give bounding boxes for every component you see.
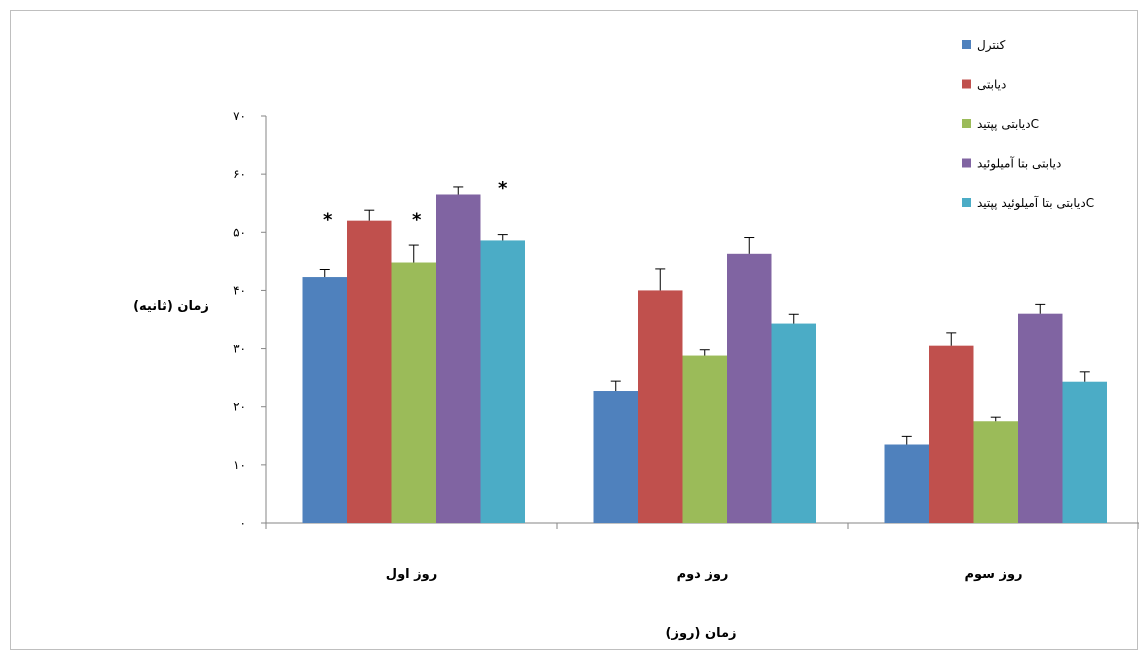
significance-marker: * bbox=[498, 178, 508, 199]
significance-marker: * bbox=[323, 209, 333, 230]
legend-swatch bbox=[962, 79, 971, 89]
bar bbox=[391, 262, 436, 523]
legend-label: کنترل bbox=[977, 38, 1006, 53]
bar bbox=[727, 253, 772, 523]
x-tick-label: روز دوم bbox=[677, 567, 729, 582]
bar bbox=[1062, 381, 1107, 523]
legend-label: دیابتی بتا آمیلوئید پپتیدC bbox=[977, 195, 1094, 211]
chart-frame: * * * ۰ ۱۰ ۲۰ ۳۰ ۴۰ ۵۰ ۶۰ ۷۰ روز اول روز دوم روز سوم… bbox=[10, 10, 1139, 650]
y-tick-label: ۳۰ bbox=[233, 342, 246, 356]
legend-swatch bbox=[962, 40, 971, 49]
bar bbox=[682, 355, 727, 523]
x-axis-title: زمان (روز) bbox=[666, 626, 737, 641]
x-tick-label: روز سوم bbox=[964, 567, 1022, 582]
bar bbox=[436, 194, 481, 523]
x-tick-label: روز اول bbox=[386, 567, 437, 582]
y-tick-label: ۱۰ bbox=[233, 458, 246, 472]
legend-label: دیابتی پپتیدC bbox=[977, 117, 1039, 131]
y-tick-label: ۴۰ bbox=[233, 283, 246, 297]
bar bbox=[638, 290, 683, 523]
y-tick-label: ۲۰ bbox=[233, 400, 246, 414]
y-tick-label: ۵۰ bbox=[233, 225, 246, 239]
bar bbox=[1018, 313, 1063, 523]
bar bbox=[347, 220, 392, 523]
y-tick-label: ۶۰ bbox=[233, 167, 246, 181]
bar bbox=[973, 421, 1018, 523]
legend-label: دیابتی bbox=[977, 78, 1006, 92]
bar-chart: * * * ۰ ۱۰ ۲۰ ۳۰ ۴۰ ۵۰ ۶۰ ۷۰ روز اول روز دوم روز سوم… bbox=[133, 38, 1139, 641]
bar bbox=[884, 444, 929, 523]
bar bbox=[771, 323, 816, 523]
bar bbox=[302, 277, 347, 523]
significance-marker: * bbox=[412, 209, 422, 230]
bar bbox=[480, 240, 525, 523]
y-tick-label: ۷۰ bbox=[233, 109, 246, 123]
bar bbox=[593, 391, 638, 523]
y-axis-title: زمان (ثانیه) bbox=[133, 299, 209, 314]
legend-label: دیابتی بتا آمیلوئید bbox=[977, 156, 1061, 172]
y-tick-label: ۰ bbox=[240, 516, 246, 530]
bar bbox=[929, 345, 974, 523]
legend-swatch bbox=[962, 198, 971, 207]
legend-swatch bbox=[962, 158, 971, 168]
legend-swatch bbox=[962, 119, 971, 128]
